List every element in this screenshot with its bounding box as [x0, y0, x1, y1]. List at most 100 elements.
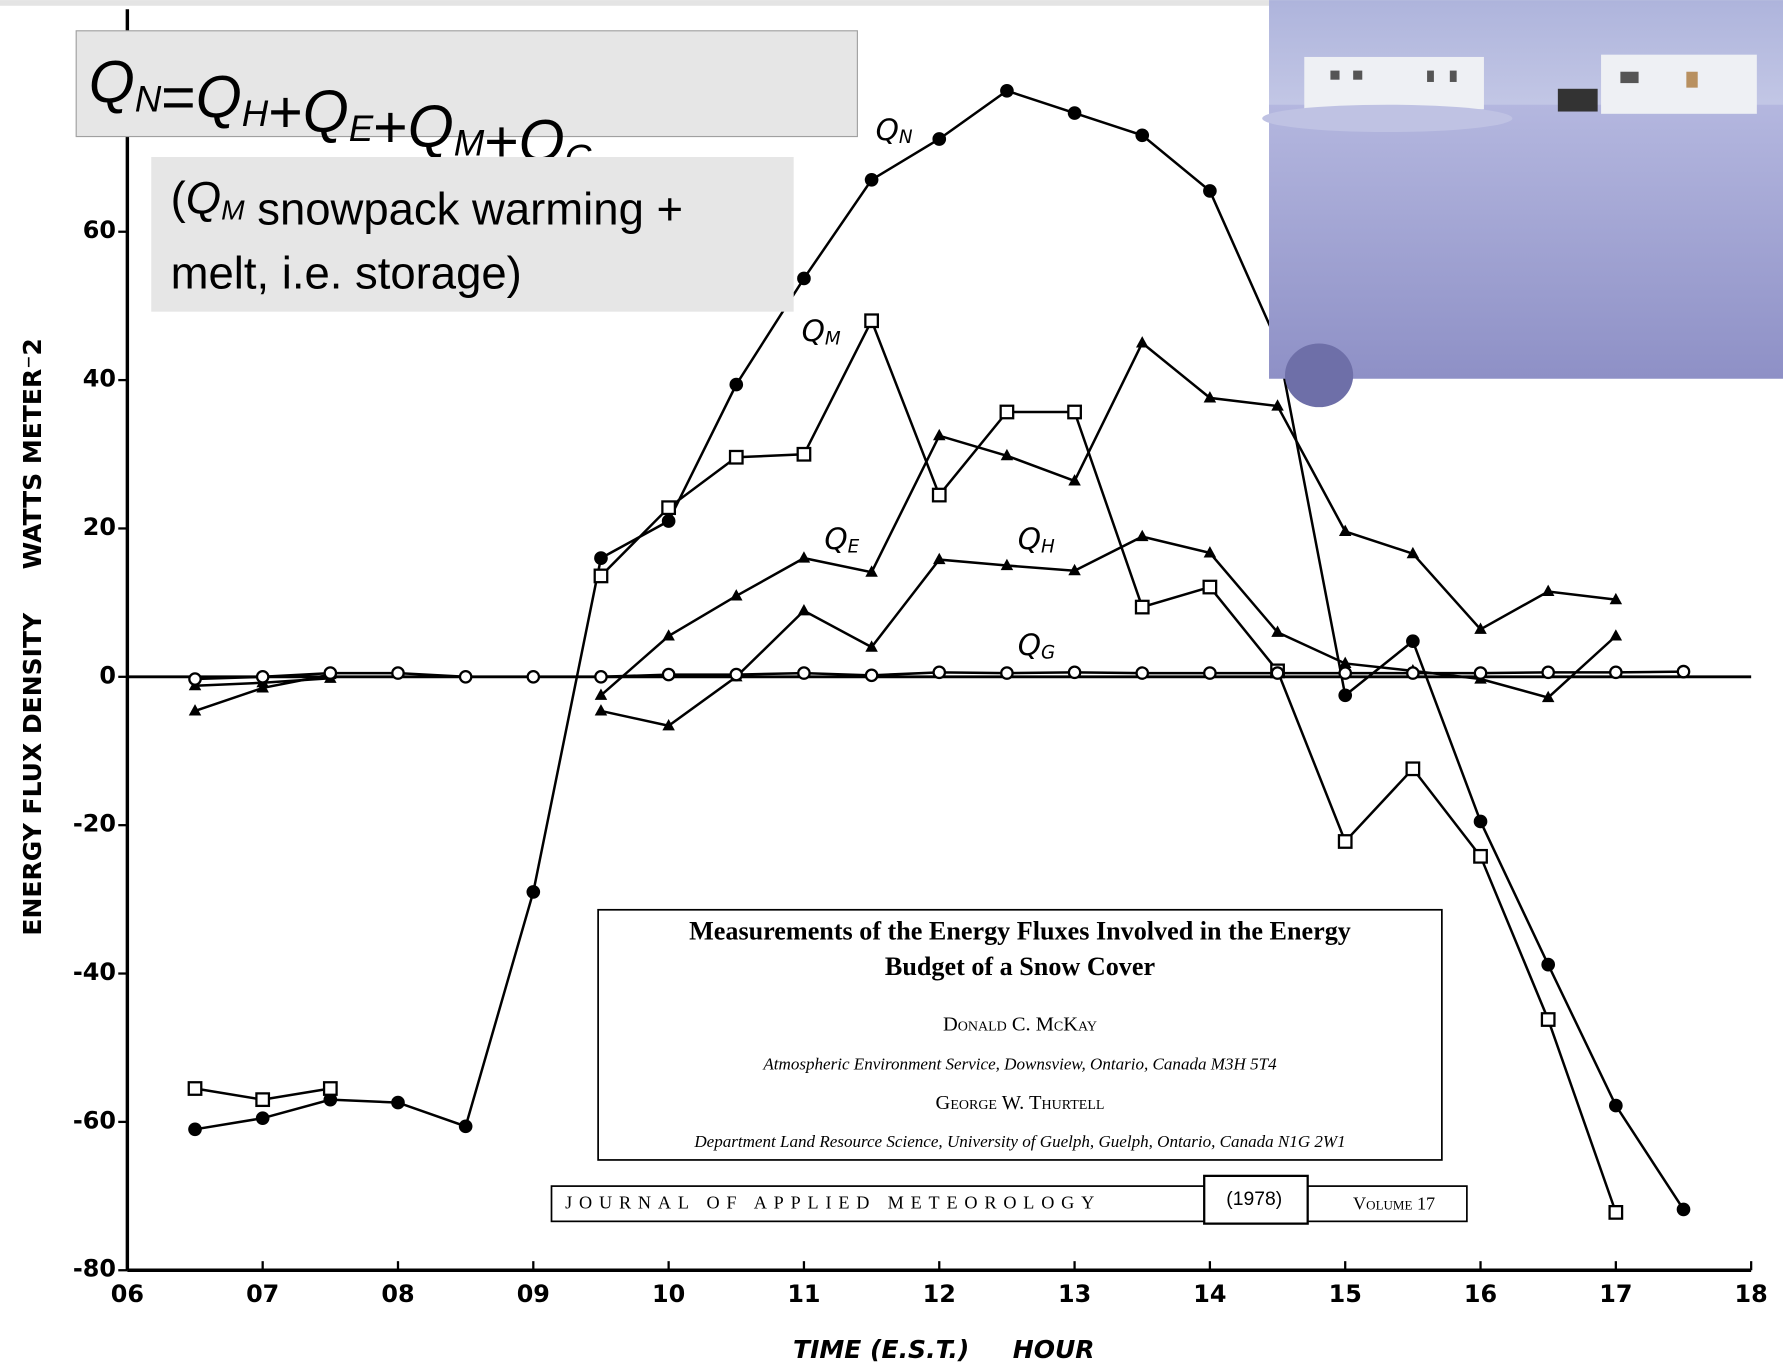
point [1676, 1202, 1691, 1217]
point [526, 885, 541, 899]
x-tick-label: 16 [1464, 1280, 1497, 1308]
x-tick-label: 17 [1599, 1280, 1632, 1308]
point [1474, 622, 1487, 634]
point [255, 1092, 271, 1108]
point [1203, 184, 1217, 198]
point [864, 172, 879, 187]
point [931, 487, 947, 503]
equation-box [75, 30, 858, 138]
point [1135, 128, 1150, 143]
point [865, 565, 878, 577]
point [662, 718, 675, 731]
point [391, 666, 405, 680]
series-label: QH [1018, 522, 1055, 558]
point [1541, 665, 1556, 680]
note: melt, i.e. storage) [171, 247, 522, 298]
point [1203, 666, 1217, 680]
point [729, 377, 744, 392]
series-label: QG [1018, 627, 1055, 663]
series-line [194, 535, 1617, 728]
point [1068, 563, 1081, 576]
point [188, 672, 202, 686]
y-tick-label: 0 [99, 661, 116, 689]
point [1271, 399, 1284, 411]
x-tick-label: 14 [1193, 1280, 1226, 1308]
x-axis-label: TIME (E.S.T.) HOUR [793, 1335, 1095, 1364]
y-axis-label: ENERGY FLUX DENSITY WATTS METER⁻2 [18, 338, 47, 935]
top-band [0, 0, 1783, 6]
point [1609, 592, 1623, 605]
x-tick-label: 13 [1058, 1280, 1091, 1308]
equation: QN=QH+QE+QM+QG [89, 48, 594, 178]
series-label: QN [876, 112, 913, 148]
author: Donald C. McKay [943, 1013, 1097, 1035]
note-box [151, 157, 794, 312]
x-tick-label: 10 [652, 1280, 685, 1308]
point [1271, 625, 1284, 637]
point [730, 589, 743, 601]
point [796, 446, 812, 462]
point [797, 603, 811, 616]
point [526, 669, 541, 684]
point [661, 514, 676, 528]
point [932, 132, 947, 146]
point [797, 666, 811, 680]
author: George W. Thurtell [936, 1092, 1105, 1114]
y-tick-label: -80 [73, 1255, 116, 1283]
point [933, 428, 946, 441]
point [797, 271, 811, 286]
point [1068, 474, 1081, 486]
y-tick-label: -40 [73, 958, 116, 986]
y-tick-label: -60 [73, 1106, 116, 1134]
point [188, 1122, 202, 1137]
point [1609, 665, 1623, 680]
x-tick-label: 11 [787, 1280, 820, 1308]
point [729, 667, 744, 682]
point [1000, 448, 1014, 461]
point [1338, 666, 1353, 680]
point [1000, 83, 1014, 98]
point [1541, 584, 1555, 597]
point [1067, 106, 1082, 120]
y-tick-label: -20 [73, 810, 116, 838]
note: (QM snowpack warming + [171, 172, 683, 234]
point [188, 704, 202, 716]
point [1608, 1205, 1624, 1220]
point [458, 669, 473, 684]
x-tick-label: 12 [923, 1280, 956, 1308]
journal: JOURNAL OF APPLIED METEOROLOGY [565, 1192, 1101, 1212]
affiliation: Department Land Resource Science, Univer… [693, 1132, 1345, 1151]
point [864, 313, 879, 329]
point [1540, 1012, 1556, 1027]
point [661, 667, 676, 682]
point [1541, 690, 1555, 703]
point [933, 552, 946, 565]
point [594, 704, 608, 716]
x-tick-label: 07 [246, 1280, 279, 1308]
point [1135, 666, 1150, 680]
point [1541, 957, 1556, 972]
x-tick-label: 06 [111, 1280, 144, 1308]
x-tick-label: 08 [381, 1280, 414, 1308]
point [728, 449, 744, 465]
point [1067, 404, 1082, 420]
point [1609, 629, 1623, 641]
x-tick-label: 18 [1735, 1280, 1768, 1308]
point [1000, 666, 1014, 680]
volume: Volume 17 [1353, 1194, 1435, 1214]
point [1202, 579, 1218, 595]
point [797, 551, 811, 563]
point [662, 629, 675, 641]
series-line [194, 341, 1616, 713]
point [1135, 529, 1149, 542]
point [1405, 761, 1421, 777]
paper-title: Measurements of the Energy Fluxes Involv… [689, 917, 1351, 946]
point [1473, 848, 1488, 864]
point [255, 669, 270, 684]
point [932, 665, 947, 680]
citation-box [597, 908, 1443, 1161]
point [1337, 834, 1353, 849]
point [323, 666, 338, 680]
point [1134, 599, 1150, 615]
